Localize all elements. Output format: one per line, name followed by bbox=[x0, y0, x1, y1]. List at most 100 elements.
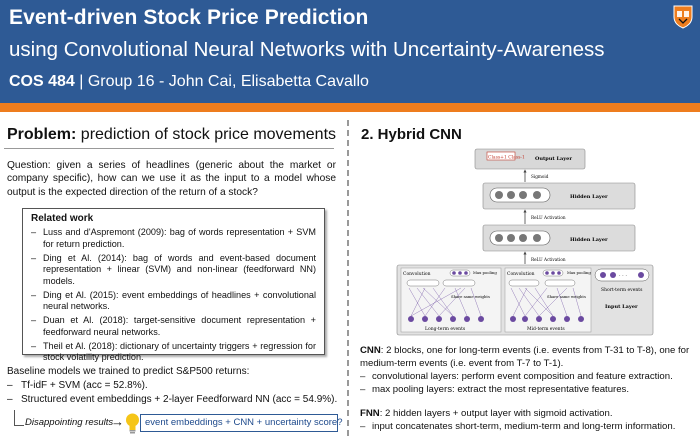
cnn-list: convolutional layers: perform event comp… bbox=[360, 371, 693, 396]
relu-label-1: ReLU Activation bbox=[531, 215, 566, 220]
hidden-layer-1-label: Hidden Layer bbox=[570, 194, 608, 200]
input-node bbox=[422, 316, 428, 322]
title-line-2: using Convolutional Neural Networks with… bbox=[9, 38, 605, 61]
input-node bbox=[408, 316, 414, 322]
neuron bbox=[507, 234, 515, 242]
accent-bar bbox=[0, 103, 700, 112]
related-work-item: Duan et Al. (2018): target-sensitive doc… bbox=[31, 315, 316, 338]
neuron bbox=[557, 271, 561, 275]
neuron bbox=[519, 191, 527, 199]
related-work-list: Luss and d'Aspremont (2009): bag of word… bbox=[31, 227, 316, 364]
max-pooling-label-2: Max pooling bbox=[567, 270, 591, 275]
hybrid-cnn-heading: 2. Hybrid CNN bbox=[361, 126, 462, 143]
problem-heading: Problem: prediction of stock price movem… bbox=[7, 126, 336, 144]
idea-box: event embeddings + CNN + uncertainty sco… bbox=[140, 414, 343, 432]
related-work-title: Related work bbox=[31, 213, 94, 224]
related-work-item: Theil et Al. (2018): dictionary of uncer… bbox=[31, 341, 316, 364]
share-weights-label-2: Share same weights bbox=[547, 294, 586, 299]
cnn-description: CNN: 2 blocks, one for long-term events … bbox=[360, 345, 693, 370]
input-node bbox=[638, 272, 644, 278]
neuron bbox=[519, 234, 527, 242]
neuron bbox=[551, 271, 555, 275]
input-node bbox=[550, 316, 556, 322]
poster-header: Event-driven Stock Price Prediction usin… bbox=[0, 0, 700, 103]
bracket-connector bbox=[14, 410, 24, 426]
short-term-nodes bbox=[594, 268, 650, 282]
right-arrow-icon: → bbox=[111, 414, 124, 429]
conv-nodes-1a bbox=[406, 279, 440, 287]
cnn-item: convolutional layers: perform event comp… bbox=[360, 371, 693, 384]
convolution-label-2: Convolution bbox=[507, 271, 535, 277]
class-labels: Class+1 Class-1 bbox=[488, 155, 525, 161]
cnn-item: max pooling layers: extract the most rep… bbox=[360, 384, 693, 397]
short-term-label: Short-term events bbox=[601, 287, 643, 293]
hidden-layer-2-label: Hidden Layer bbox=[570, 237, 608, 243]
column-divider bbox=[347, 120, 349, 436]
related-work-box: Related work Luss and d'Aspremont (2009)… bbox=[22, 208, 325, 362]
conv-nodes-2a bbox=[508, 279, 540, 287]
long-term-label: Long-term events bbox=[425, 326, 466, 332]
conv-nodes-1b bbox=[442, 279, 476, 287]
max-pooling-label-1: Max pooling bbox=[473, 270, 497, 275]
input-node bbox=[436, 316, 442, 322]
connections-1 bbox=[408, 287, 482, 317]
baseline-item: Structured event embeddings + 2-layer Fe… bbox=[7, 393, 337, 407]
baseline-item: Tf-idF + SVM (acc = 52.8%). bbox=[7, 379, 337, 393]
related-work-item: Ding et Al. (2015): event embeddings of … bbox=[31, 290, 316, 313]
input-node bbox=[464, 316, 470, 322]
input-node bbox=[450, 316, 456, 322]
fnn-description: FNN: 2 hidden layers + output layer with… bbox=[360, 408, 613, 419]
disappointing-results-row: Disappointing results → event embeddings… bbox=[5, 410, 343, 437]
princeton-shield-icon bbox=[673, 5, 693, 29]
long-term-block bbox=[400, 267, 502, 333]
lightbulb-icon bbox=[126, 413, 139, 434]
problem-heading-bold: Problem: bbox=[7, 126, 77, 143]
authors-separator: | bbox=[74, 73, 88, 90]
fnn-item: input concatenates short-term, medium-te… bbox=[360, 421, 675, 434]
related-work-item: Luss and d'Aspremont (2009): bag of word… bbox=[31, 227, 316, 250]
neuron bbox=[495, 234, 503, 242]
input-node bbox=[600, 272, 606, 278]
course-code: COS 484 bbox=[9, 73, 75, 90]
input-node bbox=[578, 316, 584, 322]
fnn-bold: FNN bbox=[360, 408, 380, 419]
neuron bbox=[495, 191, 503, 199]
input-node bbox=[478, 316, 484, 322]
output-layer-label: Output Layer bbox=[535, 156, 572, 162]
input-node bbox=[510, 316, 516, 322]
cnn-text: : 2 blocks, one for long-term events (i.… bbox=[360, 345, 690, 369]
neuron bbox=[507, 191, 515, 199]
input-layer-label: Input Layer bbox=[605, 304, 638, 310]
related-work-item: Ding et Al. (2014): bag of words and eve… bbox=[31, 253, 316, 288]
connections-2 bbox=[510, 287, 582, 317]
input-node bbox=[522, 316, 528, 322]
authors-line: COS 484 | Group 16 - John Cai, Elisabett… bbox=[9, 73, 369, 91]
problem-question: Question: given a series of headlines (g… bbox=[7, 160, 336, 198]
disappointing-results-text: Disappointing results bbox=[25, 417, 114, 428]
mid-term-block bbox=[504, 267, 592, 333]
title-line-1: Event-driven Stock Price Prediction bbox=[9, 6, 369, 29]
mid-term-label: Mid-term events bbox=[527, 326, 565, 332]
sigmoid-label: Sigmoid bbox=[531, 174, 549, 179]
heading-underline bbox=[4, 148, 334, 149]
authors-names: Group 16 - John Cai, Elisabetta Cavallo bbox=[87, 73, 369, 90]
neuron bbox=[533, 234, 541, 242]
class-labels-box bbox=[486, 151, 516, 161]
baseline-list: Tf-idF + SVM (acc = 52.8%). Structured e… bbox=[7, 379, 337, 407]
input-node bbox=[536, 316, 542, 322]
relu-label-2: ReLU Activation bbox=[531, 257, 566, 262]
cnn-bold: CNN bbox=[360, 345, 381, 356]
neuron bbox=[545, 271, 549, 275]
neuron bbox=[452, 271, 456, 275]
fnn-list: input concatenates short-term, medium-te… bbox=[360, 421, 675, 434]
neuron bbox=[464, 271, 468, 275]
conv-nodes-2b bbox=[544, 279, 576, 287]
hybrid-cnn-diagram: Class+1 Class-1 Output Layer Sigmoid Hid… bbox=[396, 148, 654, 336]
fnn-text: : 2 hidden layers + output layer with si… bbox=[379, 408, 613, 419]
problem-heading-rest: prediction of stock price movements bbox=[76, 126, 337, 143]
share-weights-label-1: Share same weights bbox=[451, 294, 490, 299]
input-node bbox=[564, 316, 570, 322]
convolution-label-1: Convolution bbox=[403, 271, 431, 277]
neuron bbox=[533, 191, 541, 199]
baseline-intro: Baseline models we trained to predict S&… bbox=[7, 366, 250, 377]
